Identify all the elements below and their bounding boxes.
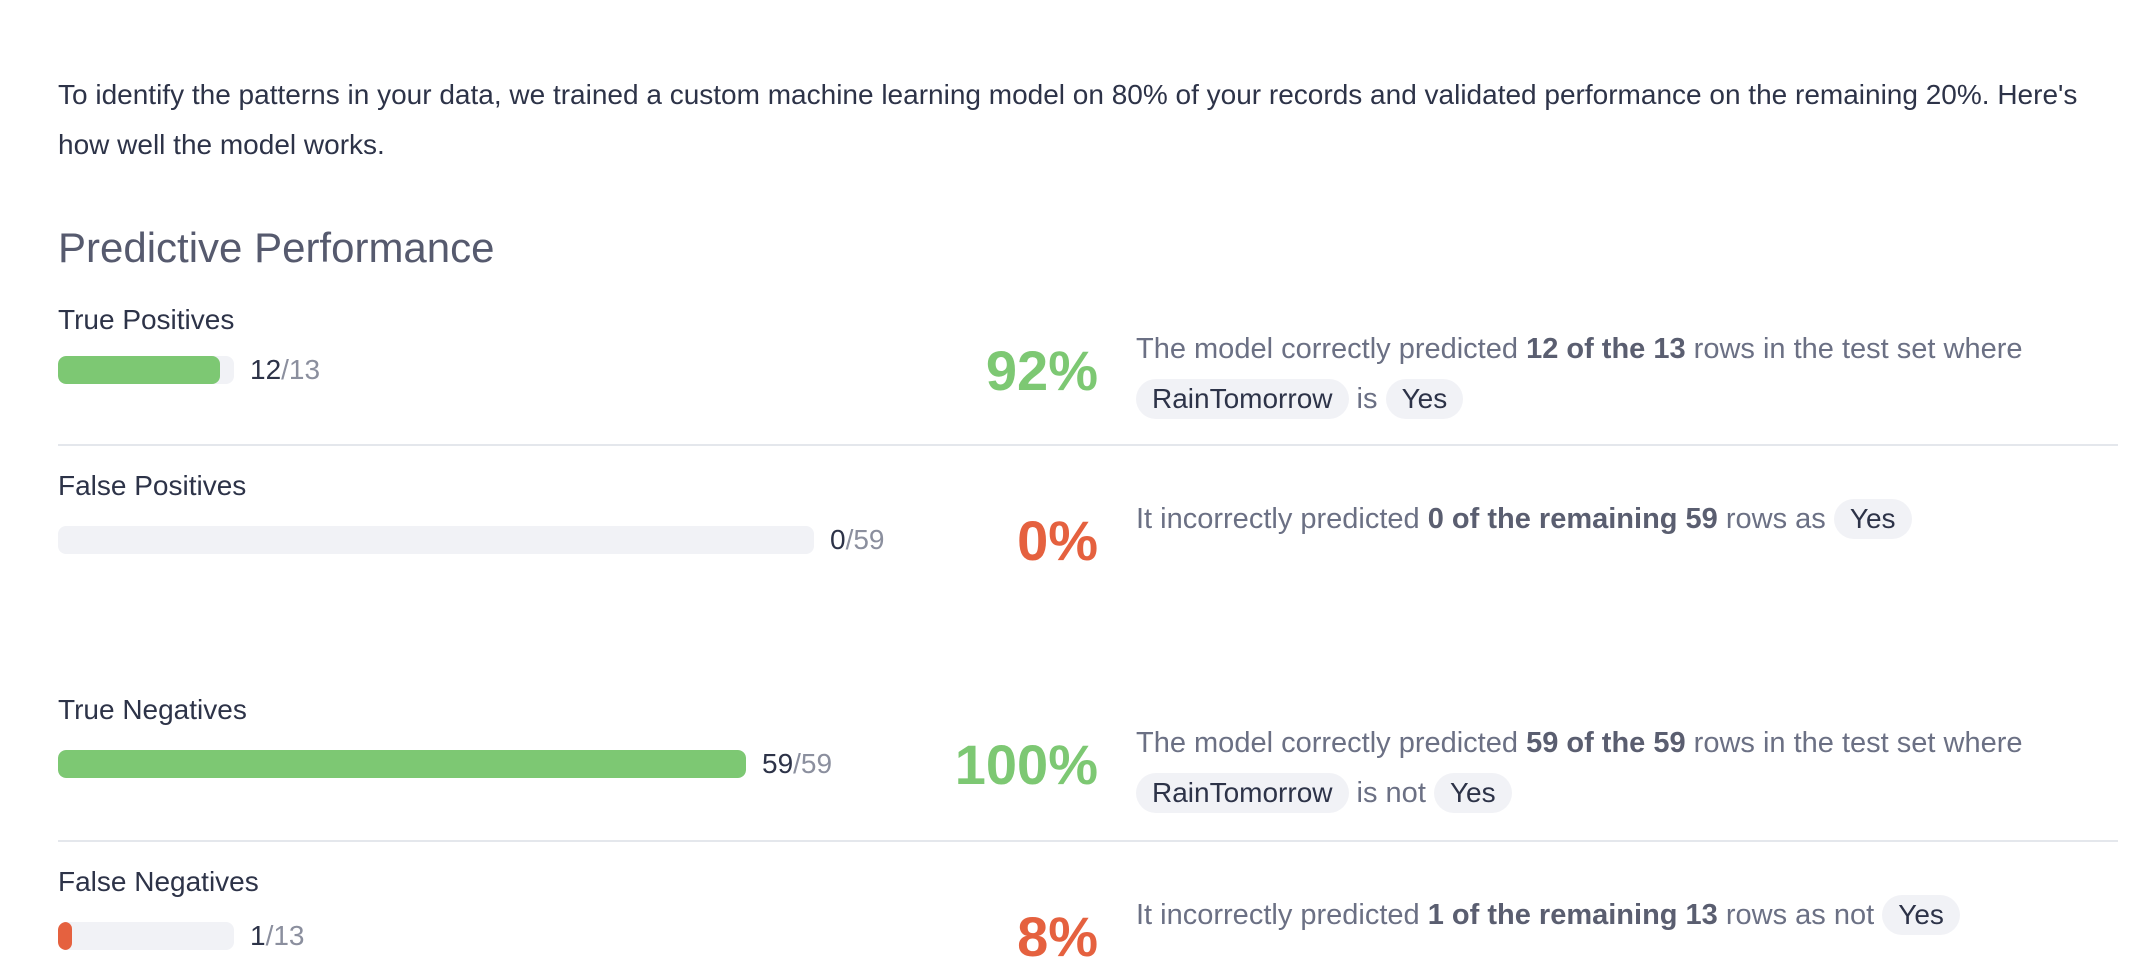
count-label: 12/13 [250,354,320,386]
count-numerator: 0 [830,524,846,555]
desc-emphasis: 1 of the remaining 13 [1427,899,1718,931]
percentage-value: 92% [985,339,1098,402]
metric-row-false-positives: False Positives 0/59 0% It incorrectly p… [58,470,2118,590]
metric-row-true-negatives: True Negatives 59/59 100% The model corr… [58,694,2118,842]
metric-row-true-positives: True Positives 12/13 92% The model corre… [58,298,2118,446]
desc-emphasis: 12 of the 13 [1526,333,1686,365]
count-denominator: /59 [793,748,833,779]
count-label: 1/13 [250,920,305,952]
count-label: 59/59 [762,748,832,780]
section-title: Predictive Performance [58,224,495,271]
column-chip: RainTomorrow [1136,773,1349,813]
progress-bar [58,922,234,950]
progress-bar [58,750,746,778]
count-numerator: 12 [250,354,282,385]
desc-text: The model correctly predicted [1136,333,1527,365]
metric-label: False Negatives [58,866,259,897]
desc-text: rows in the test set where [1685,333,2023,365]
desc-text: is not [1348,777,1434,809]
progress-bar-fill [58,750,746,778]
count-label: 0/59 [830,524,885,556]
value-chip: Yes [1385,379,1464,419]
desc-text: rows as [1717,503,1834,535]
value-chip: Yes [1433,773,1512,813]
count-denominator: /13 [265,920,305,951]
count-denominator: /59 [845,524,885,555]
count-numerator: 59 [762,748,794,779]
percentage-value: 100% [954,733,1098,796]
intro-text: To identify the patterns in your data, w… [58,79,2078,160]
count-denominator: /13 [281,354,321,385]
desc-text: is [1348,383,1386,415]
metric-description: The model correctly predicted 12 of the … [1136,324,2096,424]
desc-text: It incorrectly predicted [1136,503,1428,535]
metric-label: True Positives [58,304,235,335]
progress-bar [58,356,234,384]
metric-description: It incorrectly predicted 1 of the remain… [1136,890,2096,940]
progress-bar-fill [58,922,72,950]
percentage-value: 0% [1017,509,1098,572]
desc-text: rows as not [1717,899,1883,931]
value-chip: Yes [1882,895,1960,935]
desc-emphasis: 0 of the remaining 59 [1427,503,1718,535]
desc-emphasis: 59 of the 59 [1526,727,1686,759]
metric-description: The model correctly predicted 59 of the … [1136,718,2096,818]
desc-text: It incorrectly predicted [1136,899,1428,931]
metric-label: True Negatives [58,694,247,725]
progress-bar [58,526,814,554]
column-chip: RainTomorrow [1136,379,1349,419]
desc-text: rows in the test set where [1685,727,2023,759]
metric-label: False Positives [58,470,247,501]
count-numerator: 1 [250,920,266,951]
percentage-value: 8% [1017,905,1098,958]
metric-description: It incorrectly predicted 0 of the remain… [1136,494,2096,544]
desc-text: The model correctly predicted [1136,727,1527,759]
metric-row-false-negatives: False Negatives 1/13 8% It incorrectly p… [58,866,2118,958]
progress-bar-fill [58,356,221,384]
value-chip: Yes [1833,499,1912,539]
